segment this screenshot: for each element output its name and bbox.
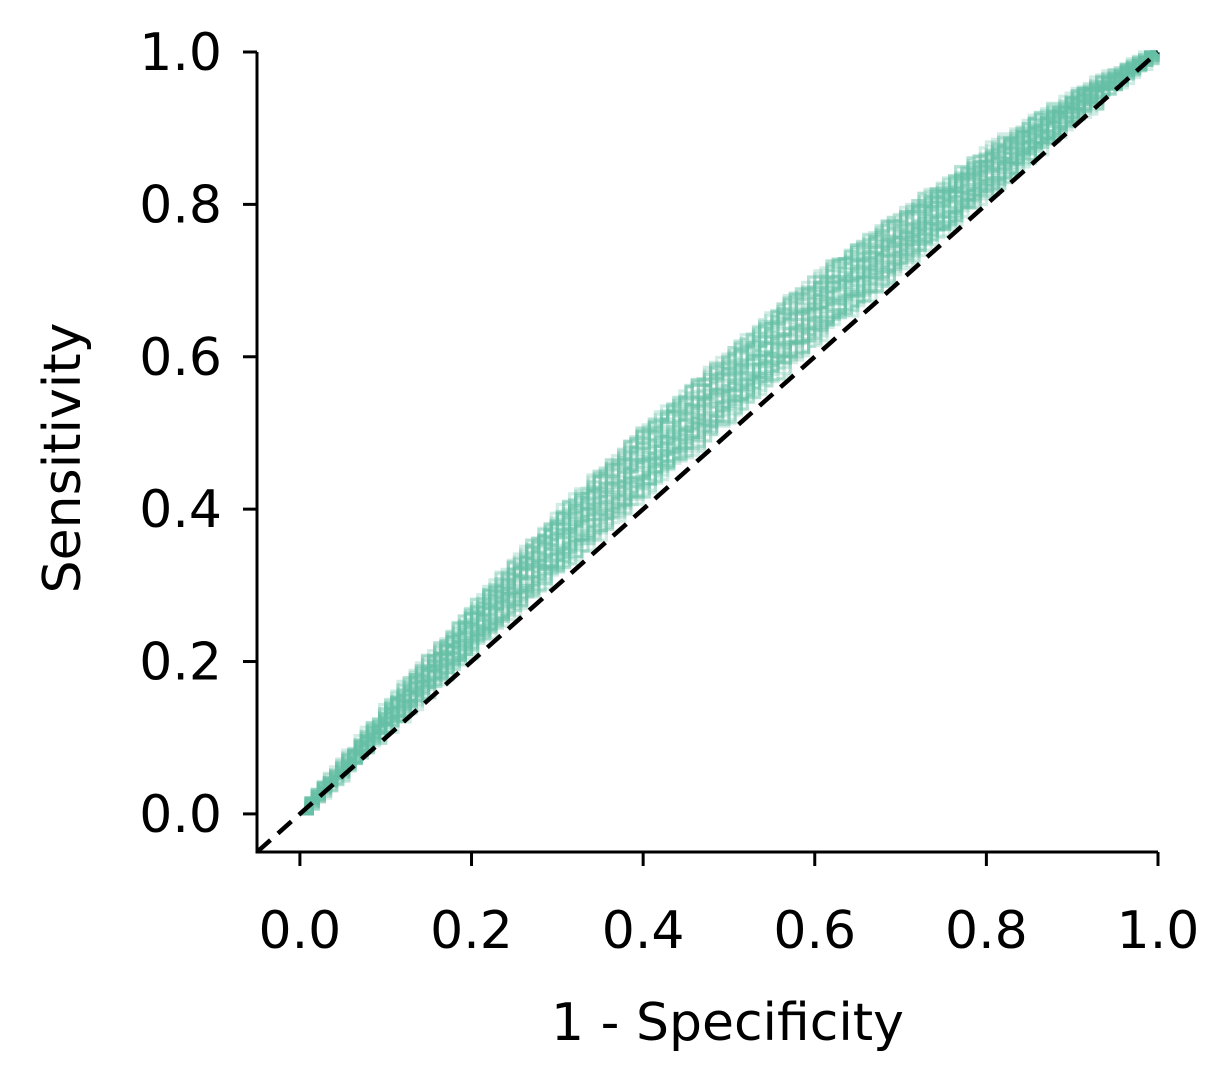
roc-curve — [299, 51, 1160, 816]
roc-curve — [299, 52, 1160, 816]
x-tick-label: 0.0 — [259, 901, 342, 961]
roc-curve — [299, 50, 1158, 816]
y-axis-label: Sensitivity — [33, 323, 93, 594]
roc-curve — [299, 50, 1158, 816]
roc-curve — [299, 50, 1158, 816]
y-tick-label: 1.0 — [139, 23, 222, 83]
roc-curve — [299, 52, 1160, 816]
y-tick-label: 0.8 — [139, 175, 222, 235]
roc-curve — [299, 50, 1158, 816]
roc-curves-group — [299, 50, 1160, 816]
chance-diagonal-line — [255, 50, 1160, 854]
y-tick-label: 0.4 — [139, 480, 222, 540]
roc-curve — [299, 51, 1160, 816]
roc-curve — [299, 50, 1158, 816]
roc-curve — [299, 52, 1160, 816]
x-tick-label: 0.4 — [602, 901, 685, 961]
roc-curve — [299, 50, 1158, 816]
roc-curve — [299, 50, 1158, 816]
roc-curve — [299, 52, 1160, 816]
roc-curve — [299, 51, 1160, 816]
roc-curve — [299, 50, 1158, 816]
x-tick-label: 0.8 — [945, 901, 1028, 961]
roc-curve — [299, 52, 1160, 816]
roc-curve — [299, 52, 1160, 816]
roc-curve — [299, 50, 1158, 816]
roc-curve — [299, 50, 1158, 816]
reference-line-group — [255, 50, 1160, 854]
roc-curve — [299, 52, 1160, 816]
roc-curve — [299, 52, 1160, 816]
roc-curve — [299, 52, 1160, 816]
roc-curve — [299, 50, 1160, 816]
y-tick-label: 0.0 — [139, 785, 222, 845]
roc-curve — [299, 50, 1160, 816]
roc-curve — [299, 52, 1160, 816]
y-tick-label: 0.6 — [139, 328, 222, 388]
roc-curve — [299, 50, 1158, 816]
roc-curve — [299, 50, 1158, 816]
roc-curve — [299, 50, 1158, 816]
roc-curve — [299, 52, 1160, 816]
roc-curve — [299, 50, 1158, 816]
roc-curve — [299, 52, 1160, 816]
roc-curve — [299, 50, 1158, 816]
roc-curve — [299, 50, 1158, 816]
x-axis-label: 1 - Specificity — [551, 993, 904, 1053]
roc-curve — [299, 52, 1160, 816]
roc-curve — [299, 50, 1158, 816]
roc-curve — [299, 52, 1160, 816]
roc-curve — [299, 51, 1160, 816]
x-tick-label: 1.0 — [1117, 901, 1200, 961]
x-tick-label: 0.2 — [430, 901, 513, 961]
roc-curve — [299, 52, 1160, 816]
roc-curve — [299, 52, 1160, 816]
roc-curve — [299, 52, 1160, 816]
roc-curve — [299, 52, 1160, 816]
roc-curve — [299, 52, 1160, 816]
roc-curve — [299, 52, 1160, 816]
roc-curve — [299, 52, 1160, 816]
roc-curve — [299, 52, 1160, 816]
y-tick-label: 0.2 — [139, 633, 222, 693]
roc-curve — [299, 51, 1160, 816]
roc-curve — [299, 52, 1160, 816]
roc-curve — [299, 50, 1158, 816]
roc-curve — [299, 52, 1160, 816]
roc-curve — [299, 52, 1160, 816]
roc-curve — [299, 52, 1160, 816]
axes-group: 0.0 0.2 0.4 0.6 0.8 1.0 0.0 0.2 0.4 0.6 0.8 1.0 — [139, 23, 1199, 961]
roc-curve — [299, 50, 1158, 816]
roc-curve — [299, 52, 1160, 816]
x-tick-label: 0.6 — [773, 901, 856, 961]
roc-curve — [299, 50, 1158, 816]
roc-curve — [299, 52, 1160, 816]
roc-curve — [299, 52, 1160, 816]
roc-curve — [299, 50, 1158, 816]
roc-curve — [299, 52, 1160, 816]
roc-curve — [299, 50, 1158, 816]
roc-curve — [299, 50, 1158, 816]
